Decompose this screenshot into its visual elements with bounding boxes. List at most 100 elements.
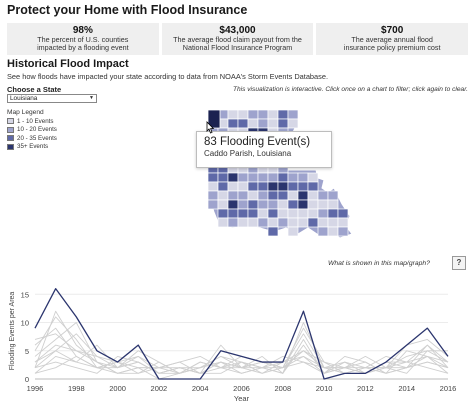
parish-cell — [207, 181, 219, 192]
parish-cell — [297, 190, 309, 201]
x-tick-label: 2010 — [316, 384, 333, 393]
interactive-note: This visualization is interactive. Click… — [232, 86, 468, 93]
parish-cell — [227, 190, 239, 201]
legend-swatch — [7, 126, 14, 133]
stat-premium-cost: $700 The average annual flood insurance … — [316, 23, 469, 55]
parish-cell — [257, 199, 269, 210]
louisiana-parish-map[interactable] — [200, 104, 360, 244]
parish-cell — [227, 181, 239, 192]
page-title: Protect your Home with Flood Insurance — [7, 3, 248, 17]
parish-cell — [237, 190, 249, 201]
parish-cell — [287, 217, 299, 228]
x-axis-title: Year — [234, 394, 250, 403]
map-legend: Map Legend 1 - 10 Events 10 - 20 Events … — [7, 109, 57, 151]
series-line-highlight — [34, 287, 449, 380]
legend-item[interactable]: 10 - 20 Events — [7, 126, 57, 135]
parish-cell — [267, 172, 279, 183]
parish-cell — [217, 208, 229, 219]
parish-cell — [297, 172, 309, 183]
parish-cell — [217, 172, 229, 183]
parish-cell — [327, 190, 339, 201]
stat-description: The average flood claim payout from the — [173, 35, 302, 44]
parish-cell — [227, 118, 239, 129]
stat-description: The percent of U.S. counties — [37, 35, 129, 44]
parish-cell — [297, 208, 309, 219]
parish-cell — [317, 190, 329, 201]
parish-cell — [267, 109, 279, 120]
parish-cell — [287, 190, 299, 201]
parish-cell — [217, 217, 229, 228]
help-link[interactable]: What is shown in this map/graph? — [327, 260, 430, 267]
parish-cell — [317, 217, 329, 228]
map-svg[interactable] — [200, 104, 360, 244]
parish-cell — [287, 226, 299, 237]
parish-cell — [307, 190, 319, 201]
parish-cell — [267, 217, 279, 228]
parish-cell — [317, 199, 329, 210]
parish-cell — [217, 190, 229, 201]
parish-cell — [277, 181, 289, 192]
parish-cell — [237, 208, 249, 219]
parish-cell — [237, 217, 249, 228]
parish-cell — [247, 208, 259, 219]
x-tick-label: 2008 — [274, 384, 291, 393]
x-tick-label: 2014 — [398, 384, 415, 393]
parish-cell — [257, 181, 269, 192]
map-tooltip: 83 Flooding Event(s) Caddo Parish, Louis… — [196, 131, 332, 168]
parish-cell — [337, 226, 349, 237]
tooltip-event-count: 83 Flooding Event(s) — [204, 136, 311, 148]
parish-cell — [247, 217, 259, 228]
parish-cell — [227, 208, 239, 219]
legend-title: Map Legend — [7, 109, 44, 116]
section-subtitle: See how floods have impacted your state … — [7, 72, 329, 81]
stat-description: The average annual flood — [351, 35, 433, 44]
parish-cell — [257, 217, 269, 228]
parish-cell — [207, 172, 219, 183]
y-tick-label: 0 — [25, 375, 29, 384]
legend-label: 1 - 10 Events — [17, 117, 54, 125]
state-select[interactable]: Louisiana ▼ — [7, 94, 97, 103]
stat-description: National Flood Insurance Program — [182, 43, 293, 52]
parish-cell — [277, 199, 289, 210]
y-tick-label: 10 — [21, 319, 29, 328]
parish-grid — [207, 109, 349, 237]
parish-cell — [247, 172, 259, 183]
legend-item[interactable]: 35+ Events — [7, 143, 57, 152]
chart-svg[interactable]: 0 5 10 15 1996 1998 2000 2002 2004 2006 2008 2010 20… — [0, 277, 474, 407]
state-picker-label: Choose a State — [7, 85, 62, 94]
parish-cell — [257, 190, 269, 201]
parish-cell — [257, 172, 269, 183]
legend-label: 20 - 35 Events — [17, 134, 57, 142]
y-axis-title: Flooding Events per Area — [9, 292, 16, 371]
legend-swatch — [7, 143, 14, 150]
parish-cell — [307, 172, 319, 183]
parish-cell — [327, 226, 339, 237]
tooltip-parish: Caddo Parish, Louisiana — [204, 149, 292, 158]
parish-cell — [317, 208, 329, 219]
x-tick-label: 2016 — [440, 384, 457, 393]
flood-events-chart[interactable]: 0 5 10 15 1996 1998 2000 2002 2004 2006 2008 2010 20… — [0, 277, 474, 407]
x-tick-label: 2012 — [357, 384, 374, 393]
section-title: Historical Flood Impact — [7, 58, 129, 70]
x-tick-label: 1998 — [68, 384, 85, 393]
parish-cell — [237, 118, 249, 129]
stats-bar: 98% The percent of U.S. counties impacte… — [7, 23, 469, 55]
parish-cell — [277, 217, 289, 228]
parish-cell — [257, 118, 269, 129]
caddo-parish[interactable] — [207, 109, 221, 129]
parish-cell — [307, 199, 319, 210]
parish-cell — [267, 208, 279, 219]
parish-cell — [237, 109, 249, 120]
parish-cell — [327, 217, 339, 228]
legend-label: 35+ Events — [17, 143, 49, 151]
parish-cell — [207, 199, 219, 210]
legend-item[interactable]: 1 - 10 Events — [7, 117, 57, 126]
parish-cell — [247, 181, 259, 192]
help-question-icon[interactable]: ? — [452, 256, 466, 270]
parish-cell — [277, 190, 289, 201]
stat-counties-percent: 98% The percent of U.S. counties impacte… — [7, 23, 159, 55]
series-line — [34, 355, 449, 374]
legend-item[interactable]: 20 - 35 Events — [7, 134, 57, 143]
stat-value: 98% — [72, 25, 93, 36]
legend-swatch — [7, 118, 14, 125]
